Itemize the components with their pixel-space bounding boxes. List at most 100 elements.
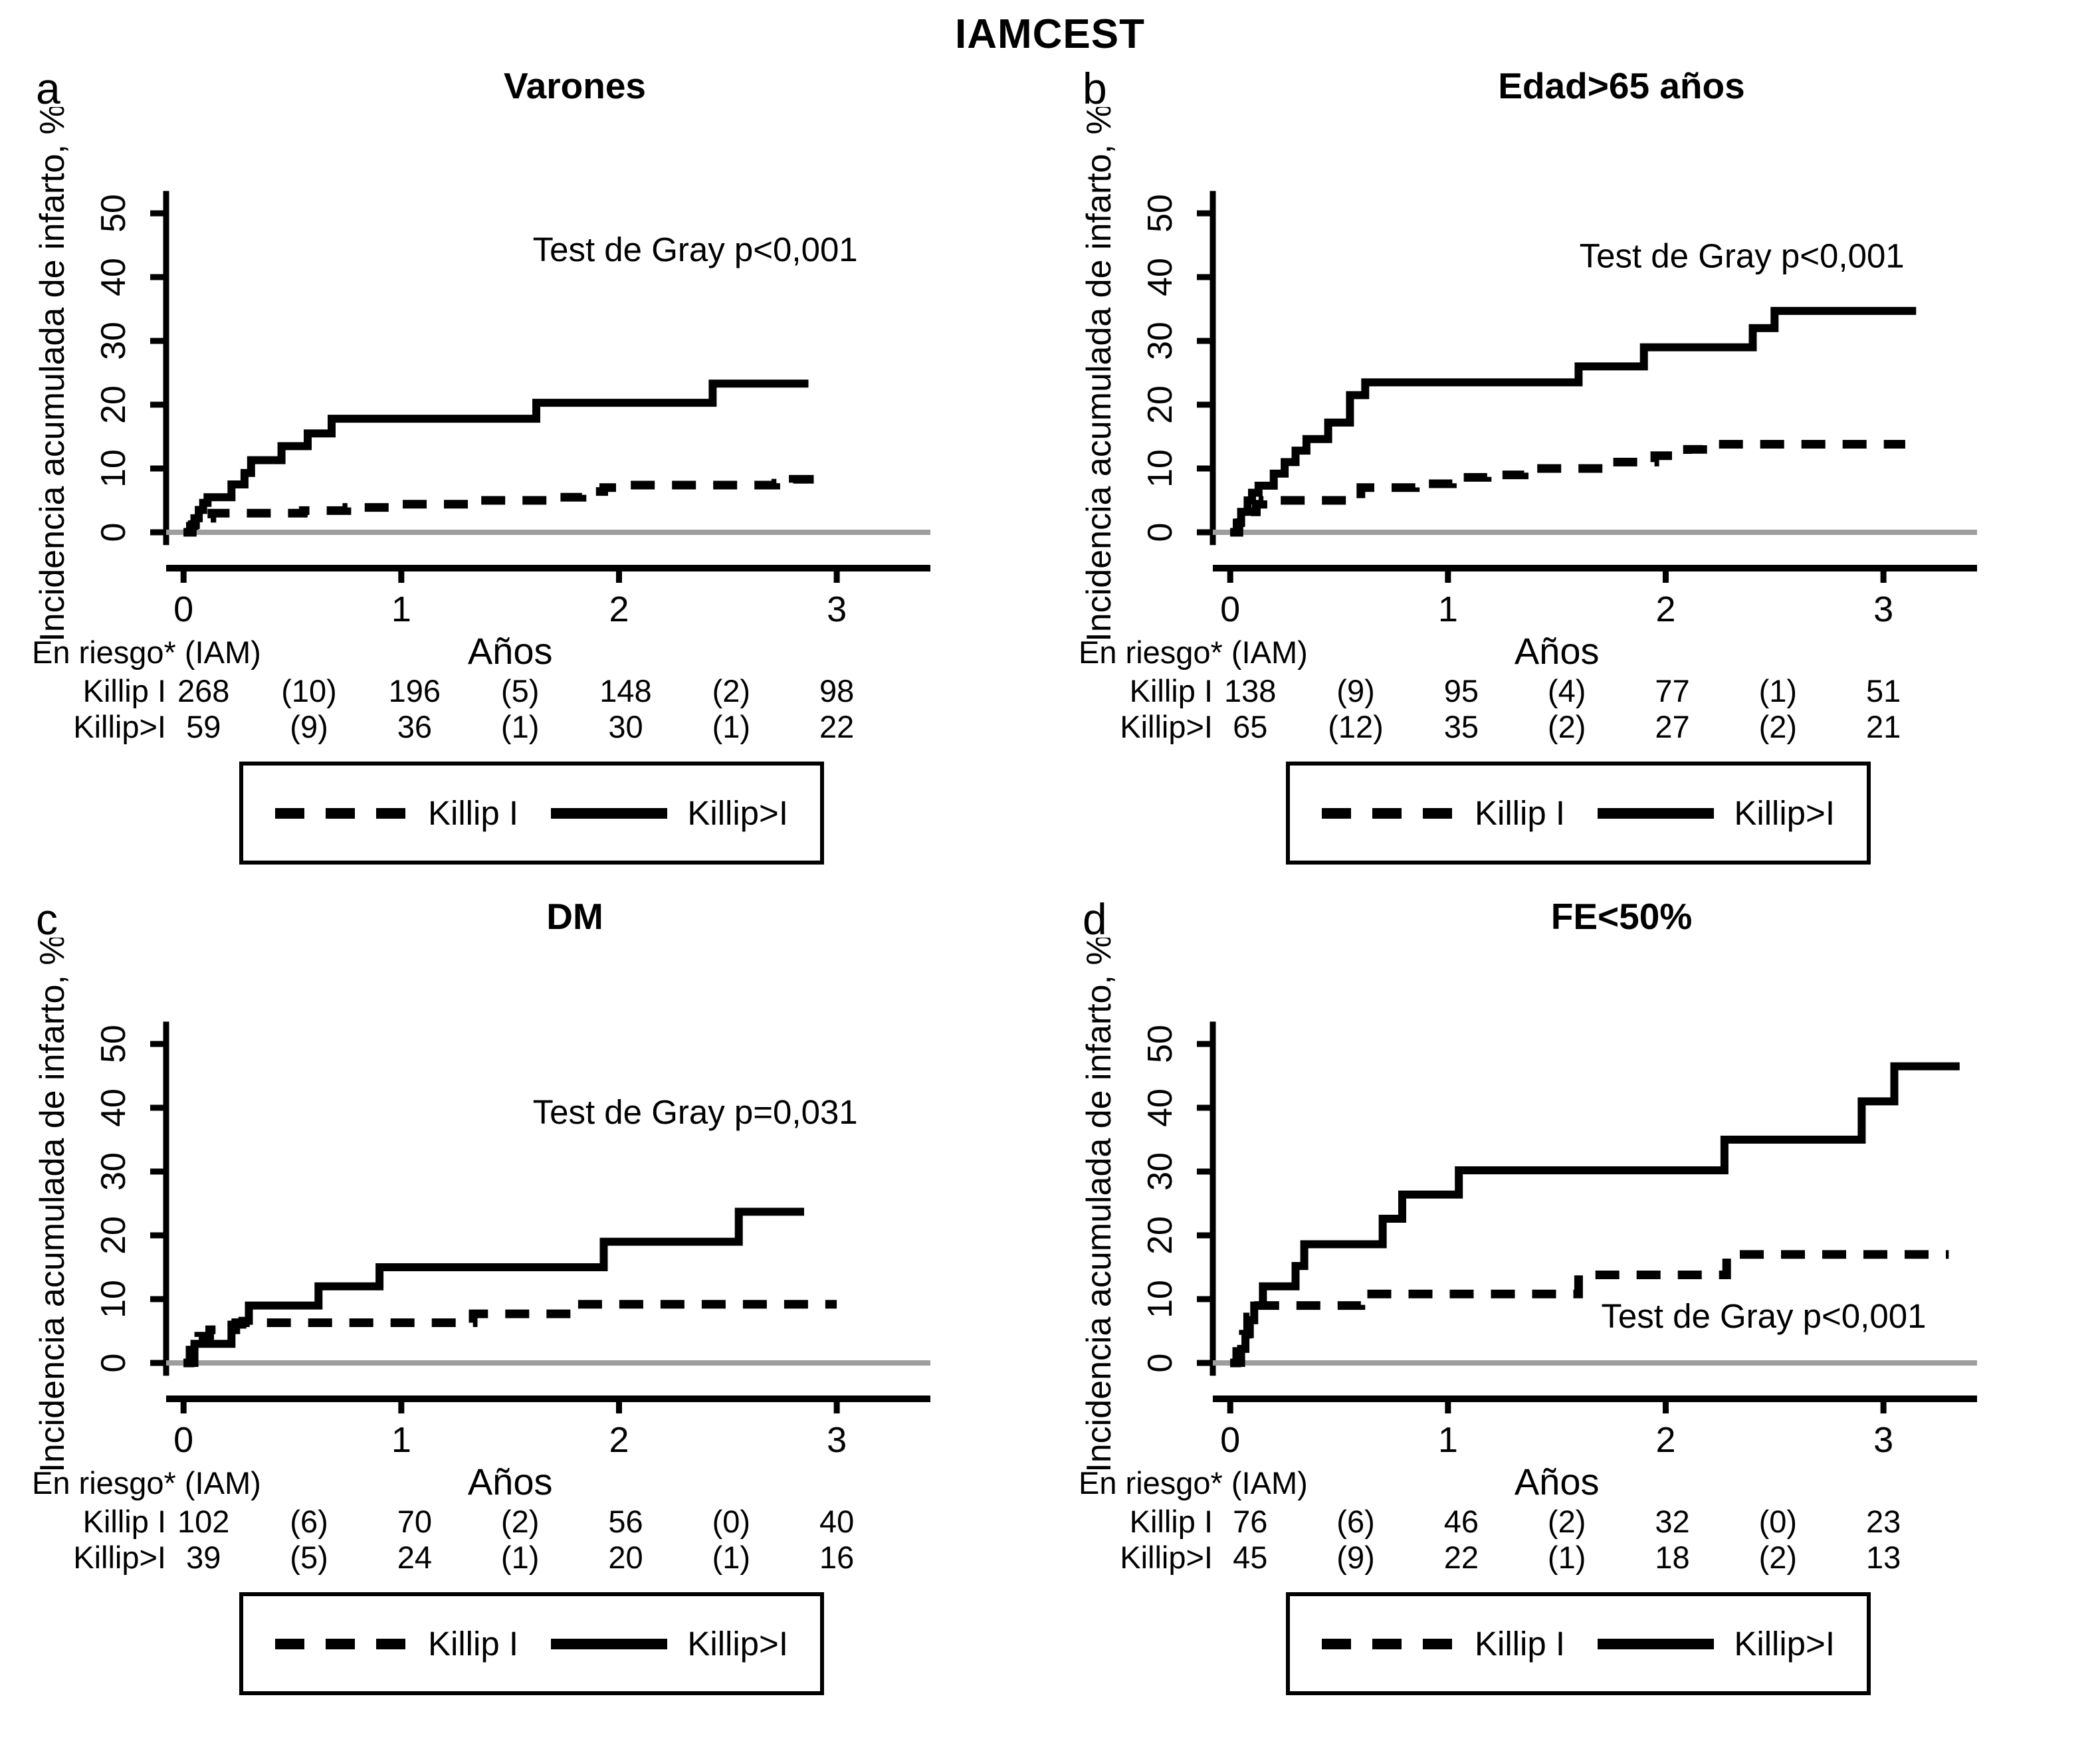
y-tick-label: 50: [1141, 194, 1180, 233]
risk-row-label: Killip>I: [1120, 1540, 1213, 1575]
panel-c-risk-table: En riesgo* (IAM) Killip I 102 (6) 70 (2) 56 (0)…: [27, 1465, 1010, 1578]
risk-table-header: En riesgo* (IAM): [32, 1465, 261, 1500]
risk-value: (2): [1758, 1540, 1798, 1575]
y-tick-label: 0: [1141, 523, 1180, 542]
killip-gt-i-curve: [1230, 306, 1917, 536]
y-axis-label: Incidencia acumulada de infarto, %: [33, 938, 72, 1473]
risk-value: 65: [1233, 709, 1268, 744]
y-tick-label: 0: [1141, 1354, 1180, 1373]
x-tick-label: 3: [1873, 589, 1893, 629]
figure-title: IAMCEST: [955, 11, 1145, 57]
y-tick-label: 0: [94, 523, 133, 542]
gray-test-annotation: Test de Gray p<0,001: [1601, 1297, 1926, 1335]
risk-value: 27: [1655, 709, 1690, 744]
solid-line-swatch-icon: [551, 807, 668, 819]
legend-label: Killip I: [1475, 1625, 1566, 1663]
risk-value: 22: [819, 709, 855, 744]
y-tick-label: 40: [94, 1088, 133, 1127]
x-tick-label: 1: [391, 589, 411, 629]
y-tick-label: 30: [1141, 322, 1180, 360]
x-axis-label: Años: [468, 630, 553, 669]
gray-test-annotation: Test de Gray p<0,001: [533, 231, 858, 268]
risk-value: (9): [1336, 1540, 1375, 1575]
risk-row-label: Killip I: [82, 673, 166, 708]
legend-item: Killip>I: [551, 793, 788, 833]
dashed-line-swatch-icon: [1322, 807, 1455, 819]
risk-table-header: En riesgo* (IAM): [32, 635, 261, 670]
panel-a-letter: a: [36, 64, 60, 113]
risk-value: 102: [177, 1504, 230, 1539]
risk-value: (0): [712, 1504, 751, 1539]
risk-value: (12): [1328, 709, 1384, 744]
legend-label: Killip>I: [687, 794, 788, 832]
solid-line-swatch-icon: [1598, 1638, 1715, 1649]
legend-item: Killip I: [275, 793, 518, 833]
risk-value: (1): [712, 709, 751, 744]
risk-row-label: Killip I: [1129, 1504, 1213, 1539]
risk-row-label: Killip>I: [73, 709, 166, 744]
y-tick-label: 20: [94, 1216, 133, 1255]
risk-value: 21: [1865, 709, 1901, 744]
y-axis-label: Incidencia acumulada de infarto, %: [1080, 938, 1118, 1473]
panel-b-risk-table: En riesgo* (IAM) Killip I 138 (9) 95 (4) 77 (1)…: [1073, 634, 2057, 747]
risk-row-label: Killip>I: [73, 1540, 166, 1575]
x-tick-label: 0: [1220, 589, 1240, 629]
panel-d-risk-table: En riesgo* (IAM) Killip I 76 (6) 46 (2) 32 (0) 2…: [1073, 1465, 2057, 1578]
dashed-line-swatch-icon: [1322, 1638, 1455, 1649]
panel-d-title: FE<50%: [1550, 896, 1693, 937]
panel-b-letter: b: [1083, 64, 1107, 113]
risk-row-label: Killip I: [1129, 673, 1213, 708]
solid-line-swatch-icon: [1598, 807, 1715, 819]
panel-d-legend: Killip I Killip>I: [1286, 1592, 1871, 1695]
panel-b-title: Edad>65 años: [1498, 65, 1745, 106]
legend-label: Killip I: [1475, 794, 1566, 832]
risk-value: (2): [1547, 1504, 1586, 1539]
y-tick-label: 30: [94, 1152, 133, 1191]
risk-value: (6): [290, 1504, 328, 1539]
legend-item: Killip>I: [1598, 793, 1835, 833]
y-tick-label: 10: [94, 1280, 133, 1318]
x-tick-label: 2: [1655, 1420, 1675, 1460]
x-tick-label: 2: [1655, 589, 1675, 629]
killip-gt-i-curve: [183, 1207, 804, 1367]
panel-a-legend: Killip I Killip>I: [239, 762, 824, 865]
x-tick-label: 0: [1220, 1420, 1240, 1460]
panel-b: b Edad>65 años 0 10 20 30 40 50 Incidencia acu…: [1073, 60, 2057, 865]
risk-value: 32: [1655, 1504, 1690, 1539]
risk-value: 16: [819, 1540, 855, 1575]
legend-label: Killip>I: [1734, 794, 1835, 832]
y-tick-label: 10: [94, 449, 133, 488]
risk-value: 20: [608, 1540, 643, 1575]
risk-value: 24: [397, 1540, 432, 1575]
x-tick-label: 0: [173, 1420, 193, 1460]
risk-value: 39: [186, 1540, 221, 1575]
risk-row-label: Killip>I: [1120, 709, 1213, 744]
risk-value: 76: [1233, 1504, 1268, 1539]
killip-gt-i-curve: [183, 379, 809, 536]
x-tick-label: 1: [1438, 1420, 1458, 1460]
x-axis-label: Años: [1515, 1461, 1600, 1499]
legend-item: Killip I: [275, 1624, 518, 1663]
risk-value: (1): [500, 1540, 540, 1575]
risk-value: (1): [1758, 673, 1798, 708]
x-tick-label: 2: [609, 1420, 629, 1460]
panel-d-letter: d: [1083, 894, 1107, 944]
panel-d: d FE<50% 0 10 20 30 40 50 Incidencia acumulada…: [1073, 891, 2057, 1695]
killip-gt-i-curve: [1230, 1062, 1960, 1367]
risk-value: 18: [1655, 1540, 1690, 1575]
risk-value: (2): [712, 673, 751, 708]
risk-value: (10): [281, 673, 337, 708]
x-axis-label: Años: [468, 1461, 553, 1499]
risk-value: 98: [819, 673, 855, 708]
x-axis-label: Años: [1515, 630, 1600, 669]
risk-value: 148: [599, 673, 652, 708]
y-tick-label: 40: [1141, 1088, 1180, 1127]
y-tick-label: 40: [1141, 258, 1180, 296]
legend-item: Killip I: [1322, 793, 1565, 833]
x-tick-label: 3: [1873, 1420, 1893, 1460]
risk-value: 36: [397, 709, 432, 744]
risk-value: 13: [1865, 1540, 1901, 1575]
risk-value: 30: [608, 709, 643, 744]
risk-value: (5): [500, 673, 540, 708]
